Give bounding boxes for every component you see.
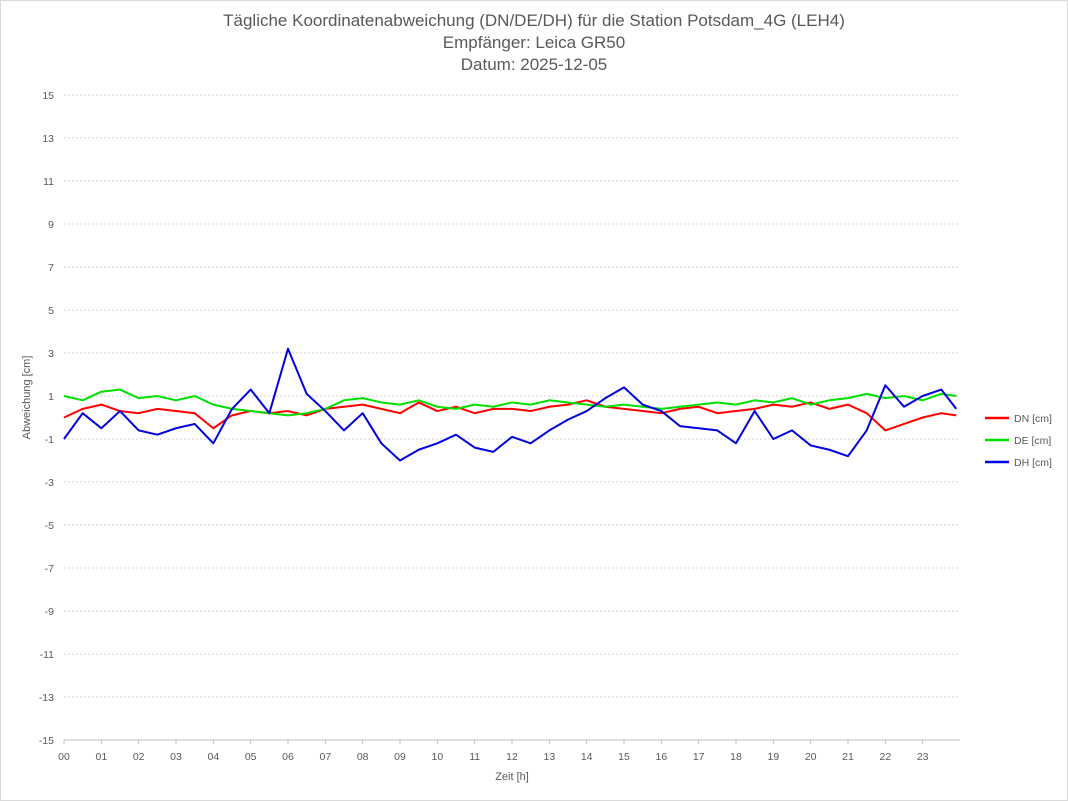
chart-title: Tägliche Koordinatenabweichung (DN/DE/DH… (0, 10, 1068, 76)
y-tick-label: -5 (45, 520, 54, 532)
x-tick-label: 20 (805, 751, 817, 763)
x-tick-label: 15 (618, 751, 630, 763)
x-tick-label: 21 (842, 751, 854, 763)
x-tick-label: 14 (581, 751, 593, 763)
x-tick-label: 10 (431, 751, 443, 763)
y-tick-label: -9 (45, 606, 54, 618)
x-tick-label: 09 (394, 751, 406, 763)
y-tick-label: -3 (45, 477, 54, 489)
x-tick-label: 02 (133, 751, 145, 763)
series-line-dh (63, 347, 958, 462)
x-tick-label: 11 (469, 751, 480, 763)
x-tick-label: 08 (357, 751, 369, 763)
y-tick-label: 1 (48, 391, 54, 403)
x-tick-label: 18 (730, 751, 742, 763)
y-tick-label: 11 (43, 176, 54, 188)
x-tick-label: 00 (58, 751, 70, 763)
series-line-de (63, 388, 957, 417)
chart-title-line-1: Tägliche Koordinatenabweichung (DN/DE/DH… (223, 11, 845, 30)
x-tick-label: 07 (319, 751, 331, 763)
y-tick-label: 13 (42, 133, 54, 145)
x-tick-label: 17 (693, 751, 705, 763)
chart-title-line-2: Empfänger: Leica GR50 (442, 33, 626, 52)
x-tick-label: 13 (543, 751, 555, 763)
legend-label: DE [cm] (1014, 435, 1051, 447)
legend-label: DH [cm] (1014, 457, 1052, 469)
x-tick-label: 23 (917, 751, 929, 763)
x-tick-label: 01 (95, 751, 107, 763)
x-tick-label: 04 (207, 751, 219, 763)
legend-label: DN [cm] (1014, 413, 1052, 425)
x-tick-label: 19 (767, 751, 779, 763)
y-tick-label: 15 (42, 90, 54, 102)
y-tick-label: 9 (48, 219, 54, 231)
y-tick-label: 5 (48, 305, 54, 317)
chart-title-line-3: Datum: 2025-12-05 (460, 55, 608, 74)
y-axis-title: Abweichung [cm] (21, 356, 33, 440)
series-line-dn (63, 399, 957, 432)
y-tick-label: -15 (39, 735, 54, 747)
x-tick-label: 06 (282, 751, 294, 763)
x-axis-title: Zeit [h] (495, 771, 529, 783)
y-tick-label: -13 (39, 692, 54, 704)
x-tick-label: 12 (506, 751, 518, 763)
y-tick-label: -11 (40, 649, 55, 661)
y-tick-label: 7 (48, 262, 54, 274)
x-tick-label: 03 (170, 751, 182, 763)
y-tick-label: -1 (45, 434, 54, 446)
y-tick-label: 3 (48, 348, 54, 360)
x-tick-label: 22 (879, 751, 891, 763)
x-tick-label: 05 (245, 751, 257, 763)
x-tick-label: 16 (655, 751, 667, 763)
y-tick-label: -7 (45, 563, 54, 575)
